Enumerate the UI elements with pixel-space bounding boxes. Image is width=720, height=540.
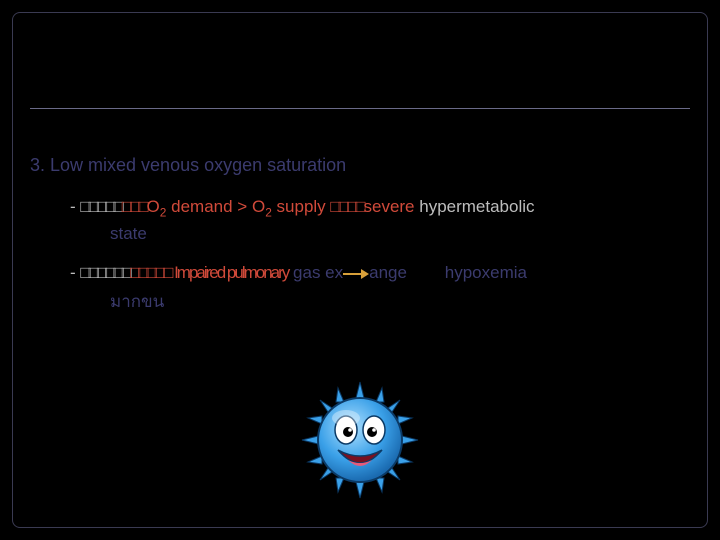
exchange-text: ange bbox=[369, 263, 407, 282]
gas-text: gas ex bbox=[288, 263, 343, 282]
bullet-dash-2: - bbox=[70, 263, 80, 282]
impaired-text: Impaired pulmonary bbox=[171, 263, 288, 282]
bullet-dash-1: - bbox=[70, 197, 80, 216]
bullet-line-2: - □□□□□□□□□□□ Impaired pulmonary gas ex a… bbox=[70, 260, 690, 286]
o2-text-2: O2 bbox=[252, 197, 272, 216]
demand-text: demand bbox=[166, 197, 232, 216]
slide-root: 3. Low mixed venous oxygen saturation - … bbox=[0, 0, 720, 540]
bullet-line-1: - □□□□□□□□O2 demand > O2 supply □□□□seve… bbox=[70, 194, 690, 222]
placeholder-boxes-1c: □□□□ bbox=[330, 197, 363, 216]
supply-text: supply bbox=[272, 197, 331, 216]
hypoxemia-text: hypoxemia bbox=[445, 263, 527, 282]
placeholder-boxes-1b: □□□ bbox=[122, 197, 147, 216]
state-text: state bbox=[110, 224, 690, 244]
o2-sub-2: 2 bbox=[265, 205, 272, 219]
o2-letter-2: O bbox=[252, 197, 265, 216]
content-area: 3. Low mixed venous oxygen saturation - … bbox=[30, 155, 690, 315]
hypermetabolic-text: hypermetabolic bbox=[415, 197, 535, 216]
gt-sign: > bbox=[233, 197, 252, 216]
placeholder-boxes-2b: □□□□□ bbox=[130, 263, 171, 282]
severe-text: severe bbox=[363, 197, 414, 216]
o2-text-1: O2 bbox=[147, 197, 167, 216]
gap-spacer bbox=[407, 263, 445, 282]
smiley-svg bbox=[300, 380, 420, 500]
arrow-icon bbox=[343, 267, 369, 281]
placeholder-boxes-1a: □□□□□ bbox=[80, 197, 121, 216]
smiley-image bbox=[300, 380, 420, 500]
section-heading: 3. Low mixed venous oxygen saturation bbox=[30, 155, 690, 176]
o2-letter-1: O bbox=[147, 197, 160, 216]
placeholder-boxes-2a: □□□□□□ bbox=[80, 263, 130, 282]
divider-line bbox=[30, 108, 690, 109]
thai-text: มากขน bbox=[110, 288, 690, 315]
